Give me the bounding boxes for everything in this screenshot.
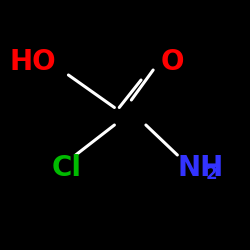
Text: O: O [161,48,184,76]
Text: Cl: Cl [52,154,82,182]
Text: 2: 2 [205,165,217,183]
Text: NH: NH [177,154,224,182]
Text: HO: HO [10,48,56,76]
